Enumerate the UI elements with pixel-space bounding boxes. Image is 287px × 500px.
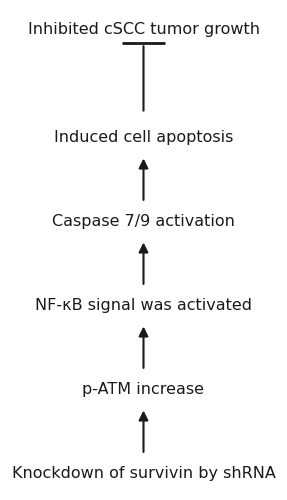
Text: Caspase 7/9 activation: Caspase 7/9 activation (52, 214, 235, 228)
Text: Inhibited cSCC tumor growth: Inhibited cSCC tumor growth (28, 22, 259, 36)
Text: p-ATM increase: p-ATM increase (82, 382, 205, 396)
Text: Knockdown of survivin by shRNA: Knockdown of survivin by shRNA (11, 466, 276, 480)
Text: NF-κB signal was activated: NF-κB signal was activated (35, 298, 252, 312)
Text: Induced cell apoptosis: Induced cell apoptosis (54, 130, 233, 144)
